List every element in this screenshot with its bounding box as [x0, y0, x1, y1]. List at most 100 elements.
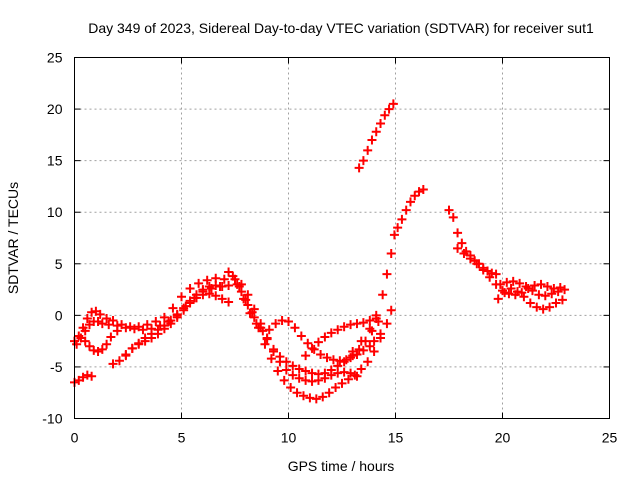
data-point — [142, 320, 152, 330]
data-point — [179, 303, 189, 313]
data-point — [346, 368, 356, 378]
data-point — [376, 333, 386, 343]
data-point — [547, 289, 557, 299]
data-point — [512, 287, 522, 297]
series-arc-h — [228, 271, 396, 404]
data-point — [140, 333, 150, 343]
data-point — [277, 316, 287, 326]
data-point — [363, 357, 373, 367]
axis-ticks — [74, 57, 610, 419]
data-point — [185, 296, 195, 306]
data-point — [388, 99, 398, 109]
data-point — [305, 393, 315, 403]
data-point — [138, 325, 148, 335]
data-point — [236, 287, 246, 297]
x-tick-label: 15 — [388, 430, 404, 446]
data-point — [307, 343, 317, 353]
data-point — [335, 356, 345, 366]
data-point — [228, 271, 238, 281]
data-point — [82, 370, 92, 380]
series-arc-p — [493, 284, 567, 314]
data-point — [108, 359, 118, 369]
data-point — [202, 275, 212, 285]
data-point — [296, 331, 306, 341]
data-point — [298, 391, 308, 401]
data-point — [211, 291, 221, 301]
plot-frame — [74, 57, 610, 419]
y-tick-label: 25 — [47, 50, 63, 66]
data-point — [191, 290, 201, 300]
data-point — [303, 338, 313, 348]
data-point — [540, 291, 550, 301]
data-point — [313, 337, 323, 347]
data-point — [204, 289, 214, 299]
data-point — [159, 321, 169, 331]
data-point — [260, 339, 270, 349]
data-point — [108, 316, 118, 326]
data-point — [326, 328, 336, 338]
data-point — [168, 303, 178, 313]
data-point — [121, 351, 131, 361]
data-point — [472, 259, 482, 269]
data-point — [322, 353, 332, 363]
data-point — [151, 317, 161, 327]
data-point — [198, 285, 208, 295]
data-point — [224, 267, 234, 277]
data-point — [258, 326, 268, 336]
x-tick-label: 10 — [281, 430, 297, 446]
data-point — [502, 277, 512, 287]
data-point — [89, 345, 99, 355]
data-point — [279, 375, 289, 385]
data-point — [448, 212, 458, 222]
data-point — [95, 309, 105, 319]
y-tick-label: 10 — [47, 204, 63, 220]
data-point — [352, 371, 362, 381]
data-point — [418, 185, 428, 195]
data-point — [393, 223, 403, 233]
data-point — [506, 284, 516, 294]
data-point — [352, 319, 362, 329]
data-point — [243, 290, 253, 300]
series-arc-n — [444, 205, 501, 279]
data-point — [339, 367, 349, 377]
series-arc-f — [121, 280, 227, 361]
data-point — [288, 361, 298, 371]
data-point — [269, 346, 279, 356]
data-point — [358, 156, 368, 166]
data-point — [239, 294, 249, 304]
y-tick-label: 5 — [55, 256, 63, 272]
data-point — [465, 254, 475, 264]
x-tick-label: 5 — [178, 430, 186, 446]
data-point — [301, 351, 311, 361]
data-point — [459, 248, 469, 258]
data-point — [542, 281, 552, 291]
data-point — [341, 355, 351, 365]
data-point — [363, 145, 373, 155]
data-point — [371, 310, 381, 320]
data-points — [70, 99, 570, 404]
data-point — [358, 345, 368, 355]
data-point — [102, 339, 112, 349]
x-tick-label: 20 — [495, 430, 511, 446]
data-point — [371, 127, 381, 137]
grid-lines — [74, 57, 610, 419]
data-point — [129, 324, 139, 334]
data-point — [356, 364, 366, 374]
data-point — [249, 312, 259, 322]
data-point — [500, 288, 510, 298]
data-point — [284, 317, 293, 327]
data-point — [493, 294, 503, 304]
data-point — [106, 332, 116, 342]
data-point — [382, 319, 392, 329]
data-point — [521, 281, 531, 291]
data-point — [365, 324, 375, 334]
data-point — [491, 269, 501, 279]
data-point — [326, 370, 336, 380]
data-point — [84, 341, 94, 351]
data-point — [266, 354, 276, 364]
data-point — [318, 392, 328, 402]
data-point — [369, 346, 379, 356]
data-point — [444, 205, 454, 215]
data-point — [457, 238, 467, 248]
